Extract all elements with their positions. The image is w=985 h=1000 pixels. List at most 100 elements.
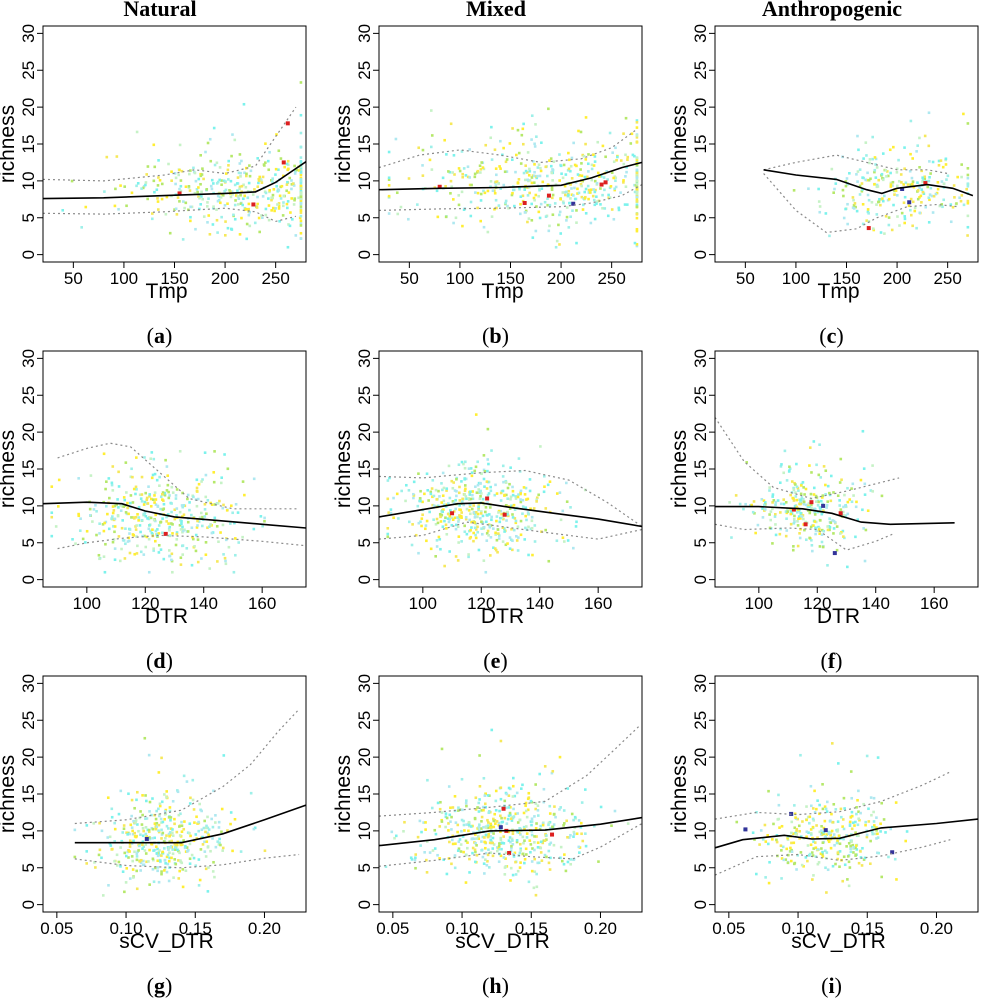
scatter-point [154, 503, 158, 506]
scatter-point [635, 194, 639, 198]
scatter-point [599, 187, 602, 190]
scatter-point [893, 189, 896, 193]
x-axis-label: DTR [817, 605, 860, 628]
scatter-point [470, 520, 473, 524]
scatter-point [168, 809, 172, 813]
scatter-point [151, 528, 154, 531]
scatter-point [561, 191, 565, 194]
scatter-point [244, 185, 248, 189]
scatter-point [218, 499, 221, 503]
scatter-point [256, 195, 259, 199]
scatter-point [474, 465, 478, 469]
scatter-point [444, 523, 448, 527]
scatter-point [494, 184, 498, 187]
scatter-point [879, 203, 882, 207]
y-tick-label: 30 [19, 674, 38, 693]
scatter-point [227, 159, 230, 163]
scatter-point [144, 794, 147, 797]
scatter-point [567, 167, 571, 171]
scatter-point [144, 843, 148, 846]
scatter-point [514, 812, 518, 816]
scatter-point [768, 486, 771, 489]
scatter-point [147, 570, 151, 574]
scatter-point [499, 838, 503, 842]
scatter-point [285, 202, 289, 206]
scatter-point [530, 860, 534, 863]
scatter-point [239, 171, 242, 175]
scatter-point [797, 517, 800, 520]
scatter-point [841, 825, 844, 828]
scatter-point [476, 191, 480, 195]
scatter-point [217, 540, 220, 544]
scatter-point [530, 176, 534, 179]
scatter-point [856, 518, 860, 521]
scatter-point [530, 820, 534, 823]
scatter-point [492, 819, 496, 823]
scatter-point [505, 822, 509, 825]
scatter-point [464, 515, 468, 519]
scatter-point [936, 181, 940, 184]
scatter-point [247, 181, 251, 185]
scatter-point [584, 832, 587, 835]
scatter-point [549, 826, 552, 830]
scatter-point [170, 170, 173, 173]
scatter-point [419, 499, 422, 503]
scatter-point [278, 219, 281, 223]
scatter-point [124, 461, 128, 464]
scatter-point [789, 508, 792, 511]
scatter-point [488, 506, 492, 509]
scatter-point [511, 839, 514, 842]
scatter-point [386, 479, 390, 482]
scatter-point [107, 527, 111, 531]
scatter-point [572, 832, 576, 836]
scatter-point [280, 184, 284, 188]
scatter-point [128, 832, 131, 836]
scatter-point [884, 169, 888, 172]
scatter-point [486, 458, 490, 461]
scatter-point [928, 160, 931, 163]
scatter-point [174, 497, 178, 500]
scatter-point [605, 170, 608, 173]
scatter-point [498, 165, 501, 168]
scatter-point [579, 130, 583, 134]
x-axis-label: sCV_DTR [119, 930, 214, 953]
scatter-point [530, 114, 534, 118]
scatter-point [864, 141, 868, 144]
scatter-point [949, 220, 953, 224]
scatter-point [212, 471, 216, 474]
scatter-point [177, 877, 181, 880]
scatter-point [494, 180, 498, 184]
scatter-point [522, 171, 526, 175]
scatter-point [105, 155, 109, 159]
scatter-point [445, 816, 449, 820]
scatter-point [441, 525, 445, 529]
scatter-point [526, 511, 530, 514]
scatter-point [760, 497, 764, 501]
scatter-point [417, 551, 420, 555]
scatter-point [167, 846, 171, 850]
scatter-point [210, 178, 214, 182]
scatter-point [509, 866, 513, 870]
scatter-point [494, 483, 497, 487]
scatter-point [804, 856, 808, 859]
scatter-point [780, 463, 783, 466]
scatter-point [829, 833, 832, 837]
scatter-point [448, 170, 452, 174]
scatter-point [144, 491, 148, 495]
scatter-point [464, 495, 468, 498]
scatter-point [489, 824, 493, 827]
scatter-point [239, 193, 242, 197]
scatter-point [524, 847, 528, 851]
scatter-point [486, 853, 490, 857]
scatter-point [544, 215, 548, 218]
scatter-point [105, 480, 108, 483]
scatter-point [292, 203, 296, 206]
scatter-point [534, 893, 538, 897]
scatter-point [609, 185, 613, 188]
scatter-point [951, 205, 955, 209]
scatter-point [836, 828, 840, 832]
scatter-point [538, 174, 542, 178]
scatter-point [438, 857, 441, 860]
scatter-point [534, 123, 537, 126]
scatter-point [487, 533, 490, 537]
